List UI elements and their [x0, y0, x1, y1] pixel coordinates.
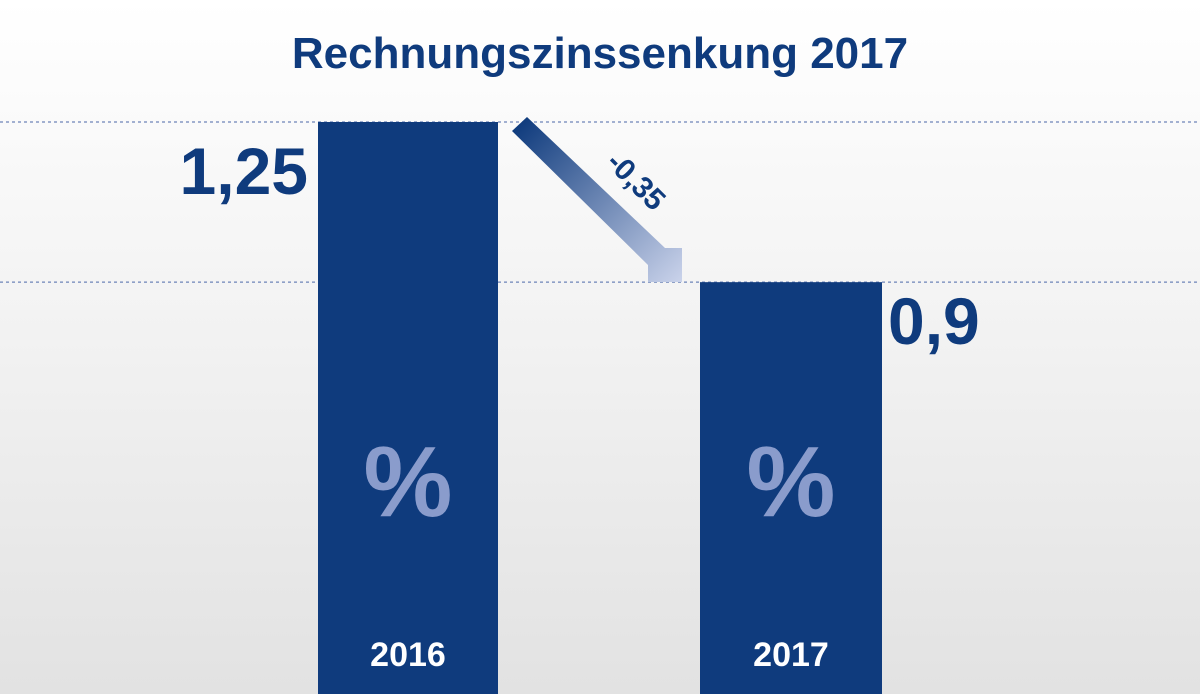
bar-2017	[700, 282, 882, 694]
data-label-2016: 1,25	[180, 134, 308, 208]
bar-unit-symbol: %	[747, 426, 836, 538]
category-label-2017: 2017	[753, 636, 829, 674]
bar-unit-symbol: %	[364, 426, 453, 538]
bar-2016	[318, 122, 498, 694]
chart-title: Rechnungszinssenkung 2017	[292, 29, 908, 78]
data-label-2017: 0,9	[888, 284, 980, 358]
decrease-arrow-icon	[512, 117, 682, 282]
category-label-2016: 2016	[370, 636, 446, 674]
